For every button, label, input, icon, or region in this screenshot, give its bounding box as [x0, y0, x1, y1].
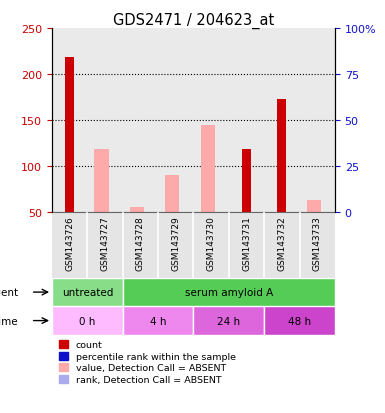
Legend: count, percentile rank within the sample, value, Detection Call = ABSENT, rank, : count, percentile rank within the sample… — [57, 338, 238, 386]
Bar — [229, 29, 264, 213]
Bar — [306, 201, 321, 213]
Bar — [193, 213, 229, 278]
Bar — [193, 29, 229, 213]
Bar — [123, 306, 193, 335]
Text: GSM143733: GSM143733 — [313, 216, 322, 271]
Bar — [52, 29, 87, 213]
Text: untreated: untreated — [62, 287, 113, 297]
Bar — [123, 213, 158, 278]
Bar — [123, 278, 335, 306]
Text: GSM143732: GSM143732 — [277, 216, 286, 271]
Bar — [201, 125, 215, 213]
Text: 48 h: 48 h — [288, 316, 311, 326]
Text: GSM143727: GSM143727 — [100, 216, 110, 271]
Bar — [264, 213, 300, 278]
Text: 24 h: 24 h — [217, 316, 240, 326]
Bar — [264, 306, 335, 335]
Text: time: time — [0, 316, 18, 326]
Text: GSM143731: GSM143731 — [242, 216, 251, 271]
Text: 4 h: 4 h — [150, 316, 166, 326]
Title: GDS2471 / 204623_at: GDS2471 / 204623_at — [113, 13, 274, 29]
Bar — [123, 29, 158, 213]
Bar — [242, 150, 251, 213]
Text: GSM143728: GSM143728 — [136, 216, 145, 271]
Bar — [52, 278, 123, 306]
Bar — [278, 100, 286, 213]
Text: 0 h: 0 h — [79, 316, 95, 326]
Bar — [52, 306, 123, 335]
Bar — [165, 176, 179, 213]
Bar — [158, 29, 193, 213]
Text: GSM143729: GSM143729 — [171, 216, 180, 271]
Text: GSM143730: GSM143730 — [207, 216, 216, 271]
Bar — [193, 306, 264, 335]
Text: serum amyloid A: serum amyloid A — [185, 287, 273, 297]
Bar — [300, 213, 335, 278]
Bar — [264, 29, 300, 213]
Bar — [65, 58, 74, 213]
Bar — [300, 29, 335, 213]
Bar — [94, 149, 109, 213]
Bar — [52, 213, 87, 278]
Bar — [158, 213, 193, 278]
Bar — [130, 207, 144, 213]
Text: GSM143726: GSM143726 — [65, 216, 74, 271]
Bar — [229, 213, 264, 278]
Text: agent: agent — [0, 287, 18, 297]
Bar — [87, 213, 123, 278]
Bar — [87, 29, 123, 213]
